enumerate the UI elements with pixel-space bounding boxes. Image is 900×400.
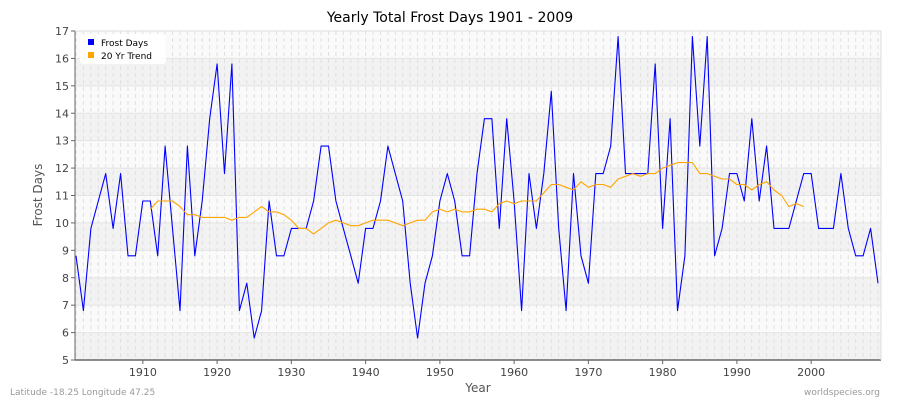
footer-location: Latitude -18.25 Longitude 47.25 [10, 388, 155, 398]
x-tick-label: 1960 [500, 366, 528, 379]
x-tick-label: 2000 [797, 366, 825, 379]
y-tick-label: 10 [55, 217, 69, 230]
y-tick-label: 16 [55, 52, 69, 65]
y-tick-label: 5 [62, 354, 69, 367]
y-tick-label: 15 [55, 80, 69, 93]
legend-label-trend: 20 Yr Trend [101, 52, 152, 62]
y-tick-label: 9 [62, 244, 69, 257]
legend-box [80, 34, 166, 64]
chart-title: Yearly Total Frost Days 1901 - 2009 [326, 10, 573, 26]
x-tick-label: 1970 [574, 366, 602, 379]
y-tick-label: 8 [62, 272, 69, 285]
x-tick-label: 1920 [203, 366, 231, 379]
y-tick-label: 17 [55, 25, 69, 38]
x-tick-label: 1940 [352, 366, 380, 379]
y-tick-label: 6 [62, 327, 69, 340]
x-tick-label: 1980 [649, 366, 677, 379]
x-tick-label: 1990 [723, 366, 751, 379]
grid-band [75, 58, 881, 86]
frost-days-line [75, 35, 879, 339]
x-tick-label: 1930 [277, 366, 305, 379]
legend-swatch-trend [88, 52, 94, 58]
footer-source: worldspecies.org [804, 388, 880, 398]
x-axis-label: Year [464, 381, 490, 395]
y-axis-label: Frost Days [31, 164, 45, 227]
x-tick-label: 1950 [426, 366, 454, 379]
y-tick-label: 14 [55, 107, 69, 120]
grid-band [75, 277, 881, 306]
legend-label-frost-days: Frost Days [101, 39, 148, 49]
legend: Frost Days 20 Yr Trend [80, 34, 166, 64]
grid-band [75, 113, 881, 141]
x-tick-label: 1910 [129, 366, 157, 379]
y-tick-label: 7 [62, 299, 69, 312]
y-tick-label: 12 [55, 162, 69, 175]
y-tick-label: 11 [55, 190, 69, 203]
grid-band [75, 332, 881, 360]
legend-swatch-frost-days [88, 39, 94, 45]
y-tick-label: 13 [55, 135, 69, 148]
